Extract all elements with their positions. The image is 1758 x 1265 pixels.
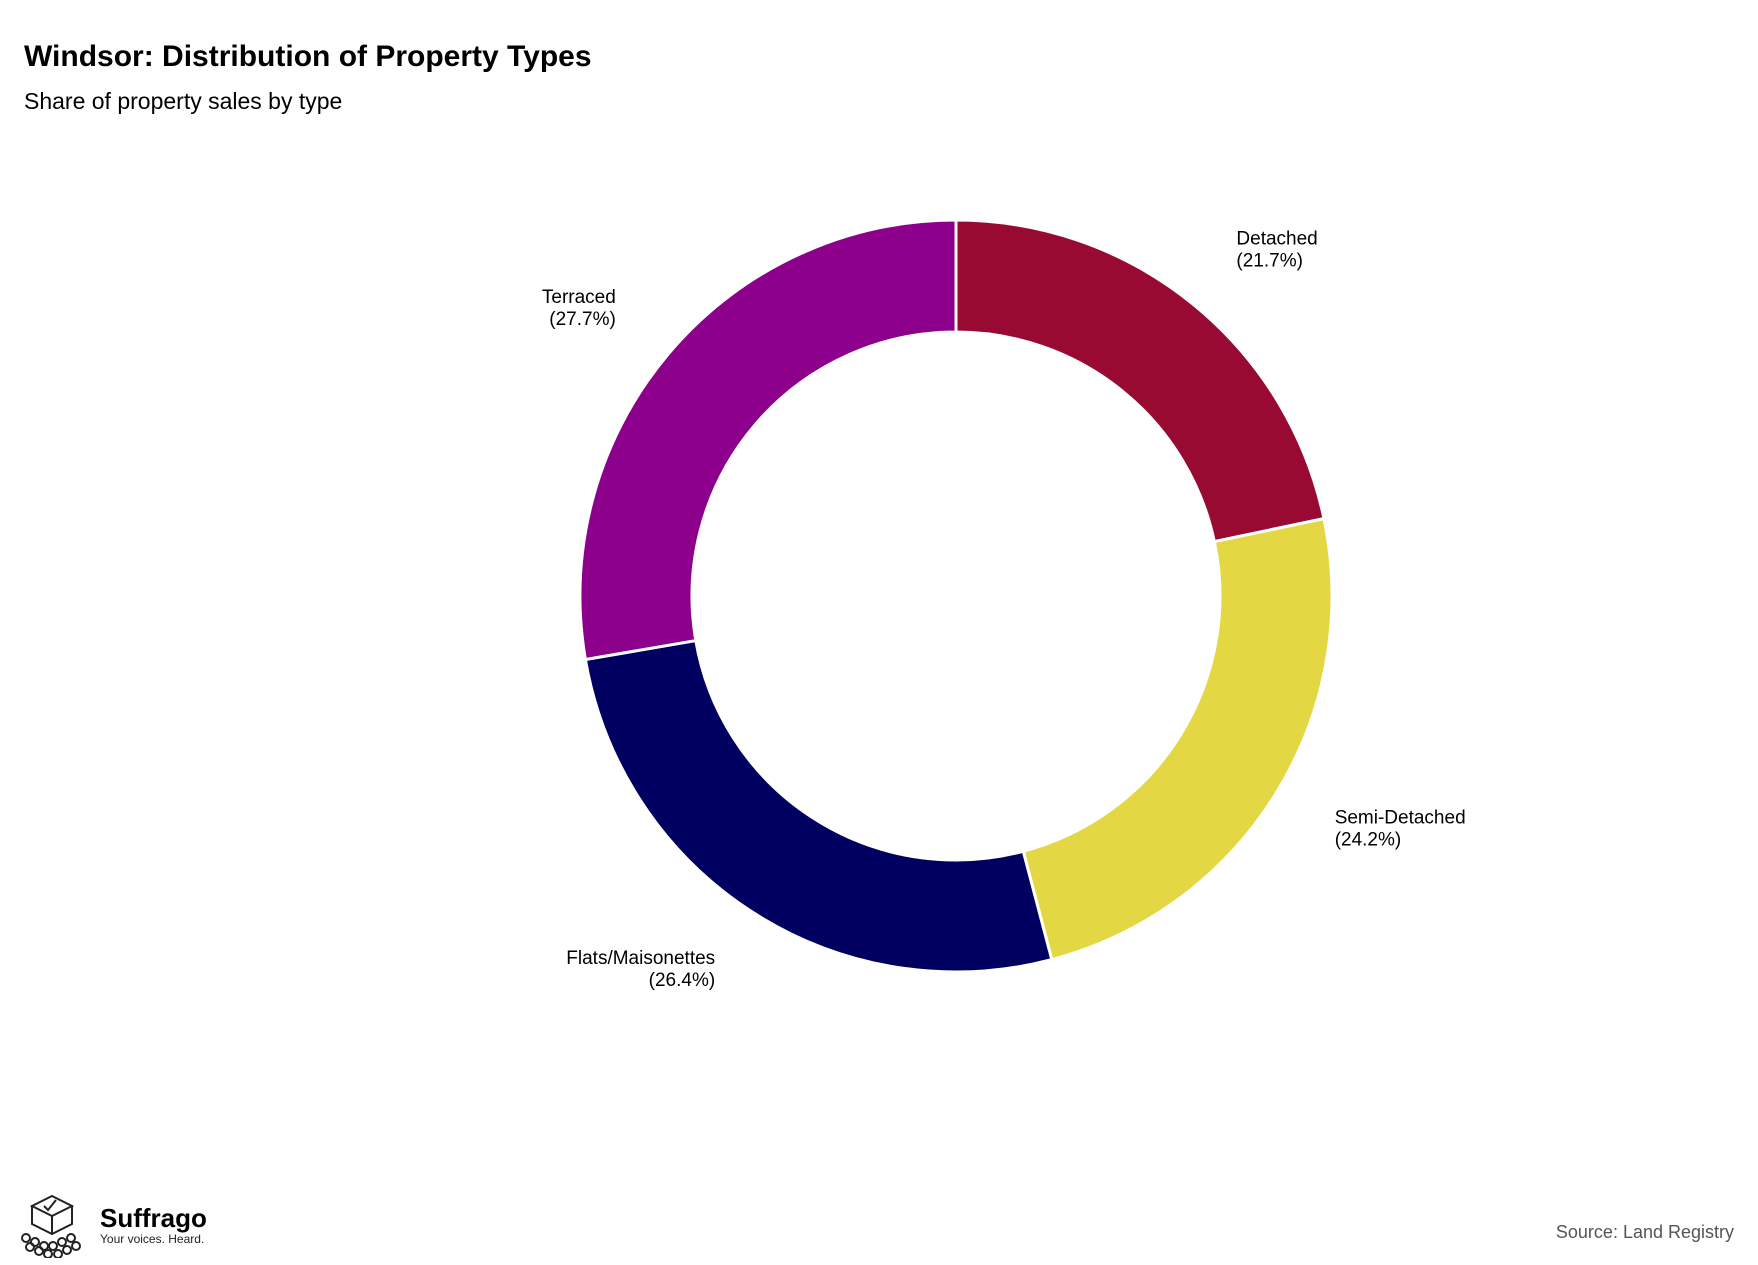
- slice-detached: [954, 218, 1326, 544]
- chart-subtitle: Share of property sales by type: [24, 88, 343, 114]
- slice-category-detached: Detached: [1236, 228, 1317, 249]
- slice-value-detached: (21.7%): [1236, 250, 1303, 271]
- brand-logo: Suffrago Your voices. Heard.: [16, 1192, 207, 1258]
- source-note: Source: Land Registry: [1555, 1222, 1734, 1242]
- slice-label-semi-detached: Semi-Detached (24.2%): [1335, 808, 1466, 851]
- slice-category-flats-maisonettes: Flats/Maisonettes: [566, 948, 715, 969]
- slice-value-semi-detached: (24.2%): [1335, 830, 1402, 851]
- slice-value-terraced: (27.7%): [549, 309, 616, 330]
- slice-terraced: [578, 218, 958, 662]
- slice-value-flats-maisonettes: (26.4%): [649, 970, 716, 991]
- slice-labels: Detached (21.7%) Semi-Detached (24.2%) Flats…: [542, 228, 1466, 991]
- brand-tagline: Your voices. Heard.: [100, 1231, 205, 1246]
- brand-name: Suffrago: [100, 1203, 207, 1234]
- slice-category-semi-detached: Semi-Detached: [1335, 808, 1466, 829]
- slice-label-detached: Detached (21.7%): [1236, 228, 1317, 271]
- ballot-box-icon: [21, 1194, 81, 1258]
- chart-title: Windsor: Distribution of Property Types: [24, 40, 592, 73]
- donut-slices: [578, 218, 1334, 974]
- slice-label-flats-maisonettes: Flats/Maisonettes (26.4%): [566, 948, 715, 991]
- slice-semi-detached: [1021, 516, 1334, 962]
- slice-flats-maisonettes: [583, 638, 1054, 974]
- slice-category-terraced: Terraced: [542, 287, 616, 308]
- slice-label-terraced: Terraced (27.7%): [542, 287, 616, 330]
